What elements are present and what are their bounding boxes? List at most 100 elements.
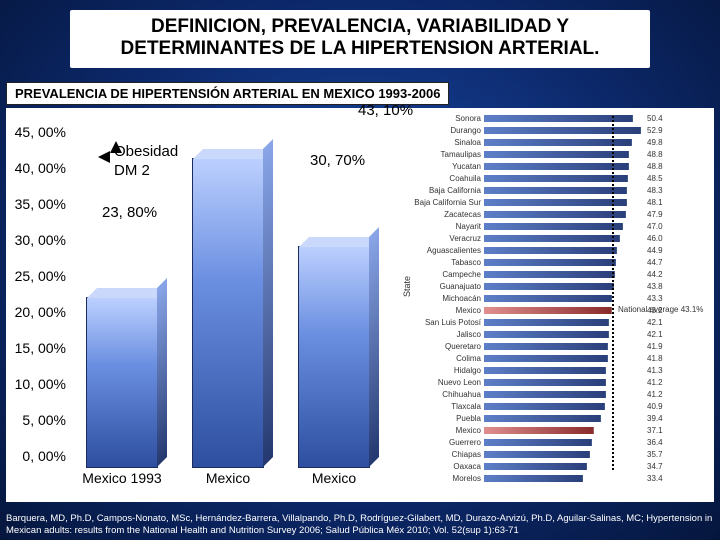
state-bar [484,343,608,350]
state-bar-wrap [484,403,644,410]
state-bar [484,463,587,470]
state-value: 44.9 [644,246,674,255]
state-row: Yucatan48.8 [408,160,708,172]
state-bar-wrap [484,127,644,134]
state-name: Baja California Sur [408,198,484,207]
state-name: Hidalgo [408,366,484,375]
state-name: Puebla [408,414,484,423]
state-bar-wrap [484,463,644,470]
state-name: Morelos [408,474,484,483]
state-value: 39.4 [644,414,674,423]
state-value: 47.9 [644,210,674,219]
y-tick: 35, 00% [10,196,66,212]
state-row: Tabasco44.7 [408,256,708,268]
slide-root: DEFINICION, PREVALENCIA, VARIABILIDAD Y … [0,0,720,540]
state-row: Puebla 39.4 [408,412,708,424]
title-line-2: DETERMINANTES DE LA HIPERTENSION ARTERIA… [78,38,642,60]
state-value: 41.8 [644,354,674,363]
y-tick: 45, 00% [10,124,66,140]
state-row: Aguascalientes 44.9 [408,244,708,256]
title-line-1: DEFINICION, PREVALENCIA, VARIABILIDAD Y [78,16,642,38]
state-row: Hidalgo41.3 [408,364,708,376]
state-value: 48.5 [644,174,674,183]
state-bar-wrap [484,235,644,242]
state-bar [484,235,620,242]
slide-title: DEFINICION, PREVALENCIA, VARIABILIDAD Y … [70,10,650,68]
state-bar [484,427,594,434]
state-row: Baja California Sur48.1 [408,196,708,208]
state-row: Tamaulipas48.8 [408,148,708,160]
state-value: 52.9 [644,126,674,135]
state-bar [484,187,627,194]
state-bar [484,115,633,122]
state-bar [484,403,605,410]
state-bar-panel: State Sonora50.4Durango52.9Sinaloa49.8Ta… [408,112,708,482]
state-name: Veracruz [408,234,484,243]
x-label: Mexico 1993 [82,470,162,486]
state-bar [484,475,583,482]
state-name: Tlaxcala [408,402,484,411]
state-bar [484,439,592,446]
state-name: Sonora [408,114,484,123]
state-bar-wrap [484,391,644,398]
state-bar-wrap [484,379,644,386]
state-bar [484,319,609,326]
state-name: Baja California [408,186,484,195]
state-value: 44.2 [644,270,674,279]
state-row: Chiapas35.7 [408,448,708,460]
state-bar [484,223,623,230]
citation-text: Barquera, MD, Ph.D, Campos-Nonato, MSc, … [6,513,714,536]
y-tick: 15, 00% [10,340,66,356]
state-value: 47.0 [644,222,674,231]
state-value: 41.2 [644,390,674,399]
state-row: Morelos 33.4 [408,472,708,484]
state-bar-wrap [484,427,644,434]
state-value: 42.1 [644,318,674,327]
state-bar-wrap [484,295,644,302]
state-value: 35.7 [644,450,674,459]
state-value: 42.1 [644,330,674,339]
y-tick: 5, 00% [10,412,66,428]
state-row: Nuevo Leon41.2 [408,376,708,388]
state-name: Chihuahua [408,390,484,399]
bar-value-label: 30, 70% [310,152,365,169]
state-bar-wrap [484,355,644,362]
state-name: Michoacán [408,294,484,303]
state-bar [484,283,614,290]
state-row: Veracruz46.0 [408,232,708,244]
bar [86,297,158,468]
y-tick: 10, 00% [10,376,66,392]
state-name: Nayarit [408,222,484,231]
state-row: Durango52.9 [408,124,708,136]
state-value: 33.4 [644,474,674,483]
state-name: Oaxaca [408,462,484,471]
state-value: 40.9 [644,402,674,411]
state-name: Queretaro [408,342,484,351]
state-bar [484,199,627,206]
y-tick: 30, 00% [10,232,66,248]
state-row: Mexico37.1 [408,424,708,436]
state-name: Guerrero [408,438,484,447]
y-tick: 0, 00% [10,448,66,464]
bar-value-label: 23, 80% [102,204,157,221]
state-bar-wrap [484,175,644,182]
y-tick: 25, 00% [10,268,66,284]
state-row: Colima41.8 [408,352,708,364]
state-bar-wrap [484,451,644,458]
state-bar-wrap [484,319,644,326]
bar [192,158,264,468]
state-name: Coahuila [408,174,484,183]
state-value: 48.8 [644,162,674,171]
state-name: Guanajuato [408,282,484,291]
state-value: 37.1 [644,426,674,435]
state-rows: Sonora50.4Durango52.9Sinaloa49.8Tamaulip… [408,112,708,484]
state-name: Aguascalientes [408,246,484,255]
state-name: Campeche [408,270,484,279]
state-value: 48.8 [644,150,674,159]
state-value: 36.4 [644,438,674,447]
state-bar [484,247,617,254]
state-bar [484,379,606,386]
state-bar [484,331,609,338]
state-bar [484,127,641,134]
state-bar [484,163,629,170]
